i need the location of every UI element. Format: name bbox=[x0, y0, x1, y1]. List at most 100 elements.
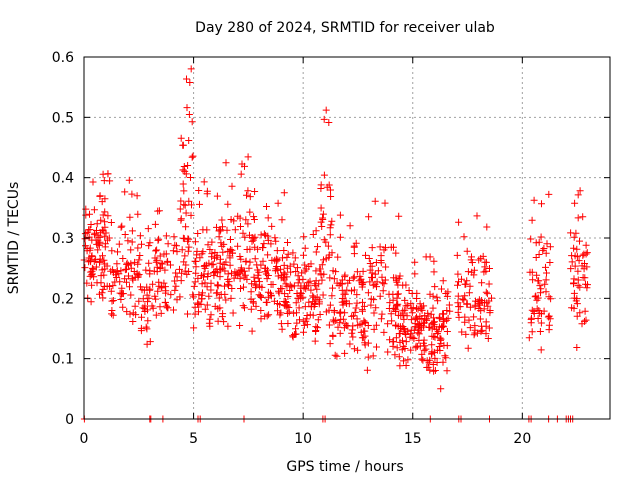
data-point bbox=[251, 255, 259, 263]
data-point bbox=[460, 233, 468, 241]
data-point bbox=[96, 258, 103, 266]
data-point bbox=[237, 170, 245, 178]
data-point bbox=[301, 244, 309, 252]
data-point bbox=[486, 307, 494, 314]
data-point bbox=[167, 291, 175, 299]
data-point bbox=[294, 264, 301, 272]
data-point bbox=[579, 274, 587, 281]
data-point bbox=[530, 196, 538, 204]
data-point bbox=[368, 244, 376, 252]
data-point bbox=[354, 346, 362, 354]
data-point bbox=[203, 190, 211, 198]
data-point bbox=[153, 263, 161, 271]
data-point bbox=[320, 115, 328, 123]
data-point bbox=[359, 278, 367, 286]
data-point bbox=[301, 261, 309, 269]
data-point bbox=[182, 209, 190, 217]
data-point bbox=[217, 239, 225, 247]
data-point bbox=[245, 264, 253, 272]
data-point bbox=[169, 247, 177, 255]
data-point bbox=[214, 305, 222, 313]
data-point bbox=[249, 236, 257, 244]
data-point bbox=[380, 328, 388, 336]
data-point bbox=[377, 252, 385, 260]
data-point bbox=[428, 350, 435, 358]
data-point bbox=[317, 204, 325, 212]
data-point bbox=[528, 306, 536, 314]
data-point bbox=[87, 221, 95, 228]
data-point bbox=[312, 328, 320, 335]
data-point bbox=[460, 296, 468, 304]
data-point bbox=[431, 323, 438, 331]
data-point bbox=[290, 260, 298, 268]
data-point bbox=[401, 327, 409, 335]
data-point bbox=[272, 237, 280, 245]
data-point bbox=[404, 301, 412, 309]
data-point bbox=[154, 287, 162, 295]
data-point bbox=[572, 229, 580, 237]
data-point bbox=[284, 250, 292, 258]
data-point bbox=[378, 310, 386, 318]
data-point bbox=[463, 247, 471, 255]
data-point bbox=[264, 251, 272, 259]
data-point bbox=[382, 263, 390, 271]
data-point bbox=[532, 254, 540, 261]
data-point bbox=[253, 261, 261, 269]
data-point bbox=[578, 262, 586, 270]
data-point bbox=[525, 334, 533, 342]
data-point bbox=[176, 293, 184, 301]
data-point bbox=[224, 322, 232, 330]
data-point bbox=[118, 290, 126, 297]
data-point bbox=[333, 352, 341, 360]
data-point bbox=[152, 247, 160, 255]
data-point bbox=[201, 262, 209, 269]
data-point bbox=[187, 211, 195, 219]
data-point bbox=[402, 281, 410, 289]
data-point bbox=[155, 235, 163, 243]
data-point bbox=[374, 267, 382, 275]
data-point bbox=[354, 321, 362, 329]
data-point bbox=[259, 257, 267, 265]
data-point bbox=[337, 308, 345, 316]
data-point bbox=[570, 279, 578, 287]
data-point bbox=[158, 284, 166, 292]
data-point bbox=[573, 245, 581, 253]
data-point bbox=[458, 328, 466, 336]
data-point bbox=[413, 295, 421, 302]
data-point bbox=[272, 257, 280, 265]
data-point bbox=[544, 313, 552, 321]
data-point bbox=[190, 293, 197, 301]
data-point bbox=[173, 248, 181, 256]
data-point bbox=[93, 220, 101, 228]
data-point bbox=[439, 310, 447, 318]
data-point bbox=[470, 331, 478, 339]
data-point bbox=[361, 339, 369, 347]
data-point bbox=[462, 330, 470, 338]
data-point bbox=[385, 290, 393, 298]
data-point bbox=[396, 362, 404, 370]
data-point bbox=[236, 253, 244, 260]
data-point bbox=[151, 292, 159, 300]
data-point bbox=[443, 292, 451, 300]
data-point bbox=[337, 279, 345, 287]
data-point bbox=[376, 243, 384, 251]
data-point bbox=[242, 257, 250, 265]
data-point bbox=[328, 217, 336, 225]
data-point bbox=[171, 277, 179, 285]
data-point bbox=[187, 174, 194, 181]
data-point bbox=[444, 314, 452, 322]
data-point bbox=[131, 273, 139, 281]
data-point bbox=[285, 308, 293, 316]
data-point bbox=[221, 282, 228, 290]
data-point bbox=[327, 193, 335, 200]
data-point bbox=[433, 359, 441, 366]
data-point bbox=[568, 258, 576, 266]
data-point bbox=[576, 283, 584, 291]
data-point bbox=[322, 255, 330, 263]
data-point bbox=[257, 292, 265, 300]
data-point bbox=[145, 259, 153, 267]
data-point bbox=[275, 289, 283, 297]
data-point bbox=[546, 259, 554, 266]
data-point bbox=[370, 296, 378, 304]
data-point bbox=[294, 294, 302, 302]
